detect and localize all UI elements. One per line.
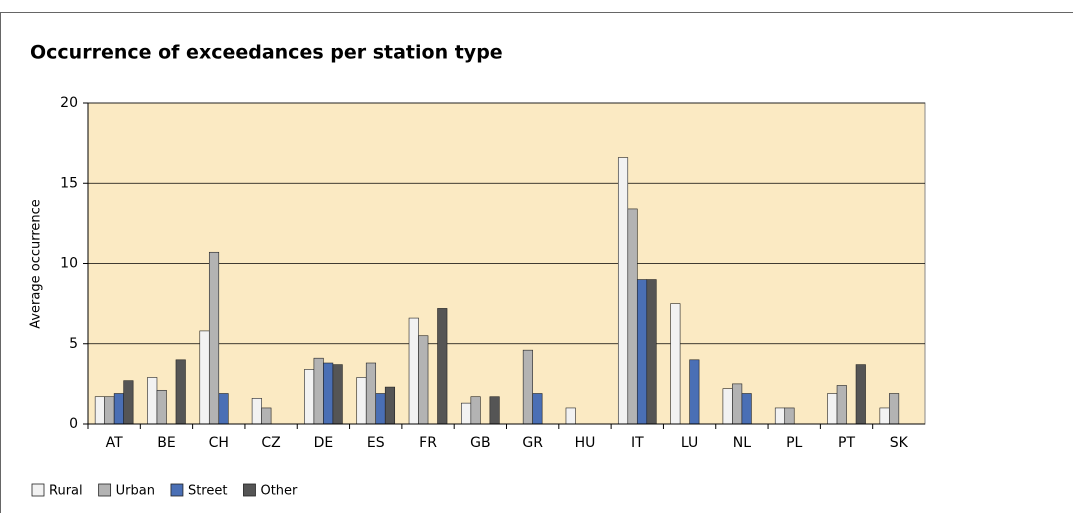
bar bbox=[208, 251, 220, 425]
bar bbox=[670, 303, 681, 425]
bar bbox=[489, 396, 500, 425]
bar bbox=[741, 393, 752, 425]
bar bbox=[123, 380, 134, 425]
y-tick-label: 20 bbox=[60, 95, 78, 111]
bar bbox=[565, 407, 576, 425]
chart-title: Occurrence of exceedances per station ty… bbox=[30, 42, 503, 64]
bar bbox=[827, 393, 838, 425]
bar bbox=[722, 388, 733, 425]
bar bbox=[689, 359, 700, 425]
bar bbox=[94, 396, 105, 425]
legend-label: Other bbox=[260, 484, 298, 499]
bar bbox=[175, 359, 186, 425]
bar bbox=[732, 383, 743, 425]
legend-swatch bbox=[98, 483, 112, 497]
y-axis-label: Average occurrence bbox=[29, 199, 44, 329]
legend-label: Street bbox=[188, 484, 228, 499]
bar bbox=[636, 279, 648, 425]
x-tick-label: ES bbox=[367, 435, 385, 451]
x-tick-label: FR bbox=[419, 435, 437, 451]
x-tick-label: AT bbox=[106, 435, 123, 451]
bar bbox=[356, 377, 367, 425]
bar bbox=[627, 208, 638, 425]
bar bbox=[532, 393, 543, 425]
bar bbox=[522, 349, 533, 425]
bar bbox=[375, 393, 386, 425]
legend-swatch bbox=[170, 483, 184, 497]
x-tick-label: CH bbox=[209, 435, 229, 451]
bar bbox=[836, 385, 847, 425]
bar bbox=[879, 407, 890, 425]
bar bbox=[147, 377, 158, 425]
y-tick-label: 10 bbox=[60, 256, 78, 272]
bar bbox=[313, 357, 324, 425]
x-tick-label: PL bbox=[786, 435, 802, 451]
bar bbox=[784, 407, 795, 425]
x-tick-label: SK bbox=[890, 435, 909, 451]
x-tick-label: GR bbox=[522, 435, 543, 451]
x-tick-label: CZ bbox=[261, 435, 280, 451]
bar bbox=[261, 407, 272, 425]
x-tick-label: HU bbox=[575, 435, 596, 451]
x-tick-label: GB bbox=[470, 435, 490, 451]
bar bbox=[304, 369, 315, 425]
legend-label: Urban bbox=[116, 484, 155, 499]
bar bbox=[113, 393, 124, 425]
bar bbox=[365, 362, 377, 425]
bar bbox=[418, 335, 429, 425]
legend-swatch bbox=[243, 483, 256, 497]
x-tick-label: DE bbox=[314, 435, 334, 451]
bar bbox=[251, 398, 262, 425]
legend-swatch bbox=[31, 483, 45, 497]
legend-label: Rural bbox=[49, 484, 83, 499]
bar bbox=[461, 402, 472, 425]
bar bbox=[774, 407, 786, 425]
x-tick-label: IT bbox=[631, 435, 644, 451]
y-tick-label: 5 bbox=[69, 336, 78, 352]
x-tick-label: NL bbox=[733, 435, 751, 451]
bar bbox=[384, 386, 396, 425]
bar bbox=[156, 389, 167, 425]
bar bbox=[646, 279, 657, 425]
x-tick-label: BE bbox=[157, 435, 175, 451]
bar bbox=[855, 364, 866, 425]
y-tick-label: 0 bbox=[69, 416, 78, 432]
bar bbox=[470, 396, 481, 425]
bar bbox=[199, 330, 210, 425]
bar bbox=[617, 157, 629, 425]
x-tick-label: PT bbox=[838, 435, 855, 451]
x-tick-label: LU bbox=[681, 435, 698, 451]
bar bbox=[104, 396, 115, 425]
bar bbox=[437, 308, 448, 425]
bar bbox=[323, 362, 334, 425]
bar bbox=[889, 393, 900, 425]
y-tick-label: 15 bbox=[60, 175, 78, 191]
bar bbox=[218, 393, 229, 425]
bar bbox=[408, 317, 419, 425]
bar bbox=[332, 364, 343, 425]
